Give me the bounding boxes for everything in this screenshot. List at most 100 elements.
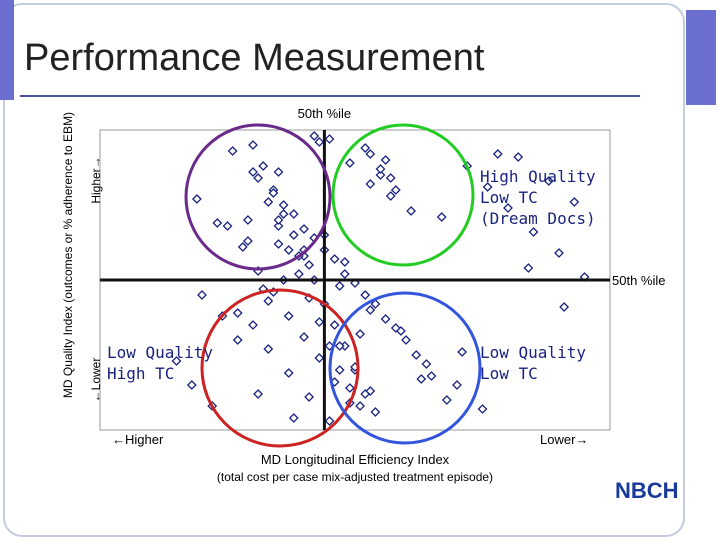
- data-point: [523, 263, 534, 273]
- data-point: [329, 254, 340, 264]
- data-point: [278, 209, 289, 219]
- data-point: [253, 173, 264, 183]
- data-point: [242, 236, 253, 246]
- data-point: [390, 323, 401, 333]
- quadrant-circle: [184, 123, 332, 271]
- data-point: [411, 350, 422, 360]
- data-point: [324, 134, 335, 144]
- data-point: [278, 200, 289, 210]
- data-point: [339, 257, 350, 267]
- data-point: [304, 392, 315, 402]
- data-point: [477, 404, 488, 414]
- data-point: [273, 167, 284, 177]
- data-point: [344, 158, 355, 168]
- data-point: [569, 197, 580, 207]
- data-point: [237, 242, 248, 252]
- data-point: [273, 221, 284, 231]
- data-point: [421, 359, 432, 369]
- data-point: [299, 332, 309, 342]
- data-point: [212, 218, 223, 228]
- data-point: [314, 137, 325, 147]
- data-point: [375, 170, 386, 180]
- data-point: [436, 212, 447, 222]
- x-axis-label: MD Longitudinal Efficiency Index: [261, 452, 450, 467]
- data-point: [263, 344, 274, 354]
- x-axis-high: ←Higher: [112, 432, 164, 447]
- median-label: 50th %ile: [298, 106, 351, 121]
- data-point: [288, 209, 299, 219]
- accent-bar: [0, 0, 14, 100]
- quadrant-label: High TC: [107, 364, 174, 383]
- data-point: [334, 341, 345, 351]
- data-point: [406, 206, 417, 216]
- data-point: [401, 335, 411, 345]
- data-point: [283, 311, 294, 321]
- data-point: [355, 329, 366, 339]
- data-point: [263, 197, 274, 207]
- data-point: [370, 299, 381, 309]
- data-point: [283, 368, 294, 378]
- data-point: [253, 389, 264, 399]
- quadrant-label: High Quality: [480, 167, 596, 186]
- data-point: [227, 146, 238, 156]
- quadrant-label: (Dream Docs): [480, 209, 596, 228]
- data-point: [375, 164, 386, 174]
- data-point: [559, 302, 570, 312]
- data-point: [273, 239, 284, 249]
- data-point: [283, 245, 294, 255]
- quadrant-circle: [200, 288, 360, 448]
- data-point: [222, 221, 233, 231]
- data-point: [370, 407, 381, 417]
- data-point: [385, 191, 396, 201]
- data-point: [355, 401, 366, 411]
- data-point: [258, 161, 269, 171]
- x-axis-low: Lower→: [540, 432, 588, 447]
- data-point: [360, 290, 371, 300]
- logo: NBCH: [615, 478, 679, 503]
- data-point: [273, 215, 284, 225]
- data-point: [339, 269, 350, 279]
- quadrant-circle: [331, 123, 475, 267]
- data-point: [365, 305, 376, 315]
- data-point: [452, 380, 462, 390]
- data-point: [543, 176, 554, 186]
- slide-title: Performance Measurement: [24, 37, 485, 79]
- quadrant-label: Low TC: [480, 364, 538, 383]
- data-point: [288, 230, 299, 240]
- accent-bar: [686, 10, 716, 105]
- data-point: [360, 143, 371, 153]
- quadrant-label: Low Quality: [107, 343, 213, 362]
- data-point: [457, 347, 468, 357]
- data-point: [390, 185, 401, 195]
- data-point: [503, 203, 513, 213]
- quadrant-label: Low Quality: [480, 343, 586, 362]
- data-point: [232, 335, 243, 345]
- y-axis-low: ←Lower: [89, 358, 103, 403]
- y-axis-high: Higher→: [89, 156, 103, 203]
- data-point: [232, 308, 243, 318]
- data-point: [482, 182, 493, 192]
- data-point: [344, 383, 355, 393]
- data-point: [416, 374, 427, 384]
- data-point: [329, 320, 340, 330]
- data-point: [365, 386, 376, 396]
- data-point: [263, 296, 274, 306]
- data-point: [248, 140, 258, 150]
- quadrant-label: Low TC: [480, 188, 538, 207]
- data-point: [554, 248, 564, 258]
- data-point: [309, 131, 320, 141]
- data-point: [324, 416, 335, 426]
- median-label: 50th %ile: [612, 273, 665, 288]
- data-point: [197, 290, 207, 300]
- data-point: [528, 227, 539, 237]
- data-point: [380, 155, 391, 165]
- data-point: [248, 167, 258, 177]
- data-point: [492, 149, 503, 159]
- data-point: [242, 215, 253, 225]
- data-point: [365, 149, 376, 159]
- data-point: [314, 317, 325, 327]
- data-point: [171, 356, 182, 366]
- data-point: [426, 371, 437, 381]
- data-point: [334, 281, 345, 291]
